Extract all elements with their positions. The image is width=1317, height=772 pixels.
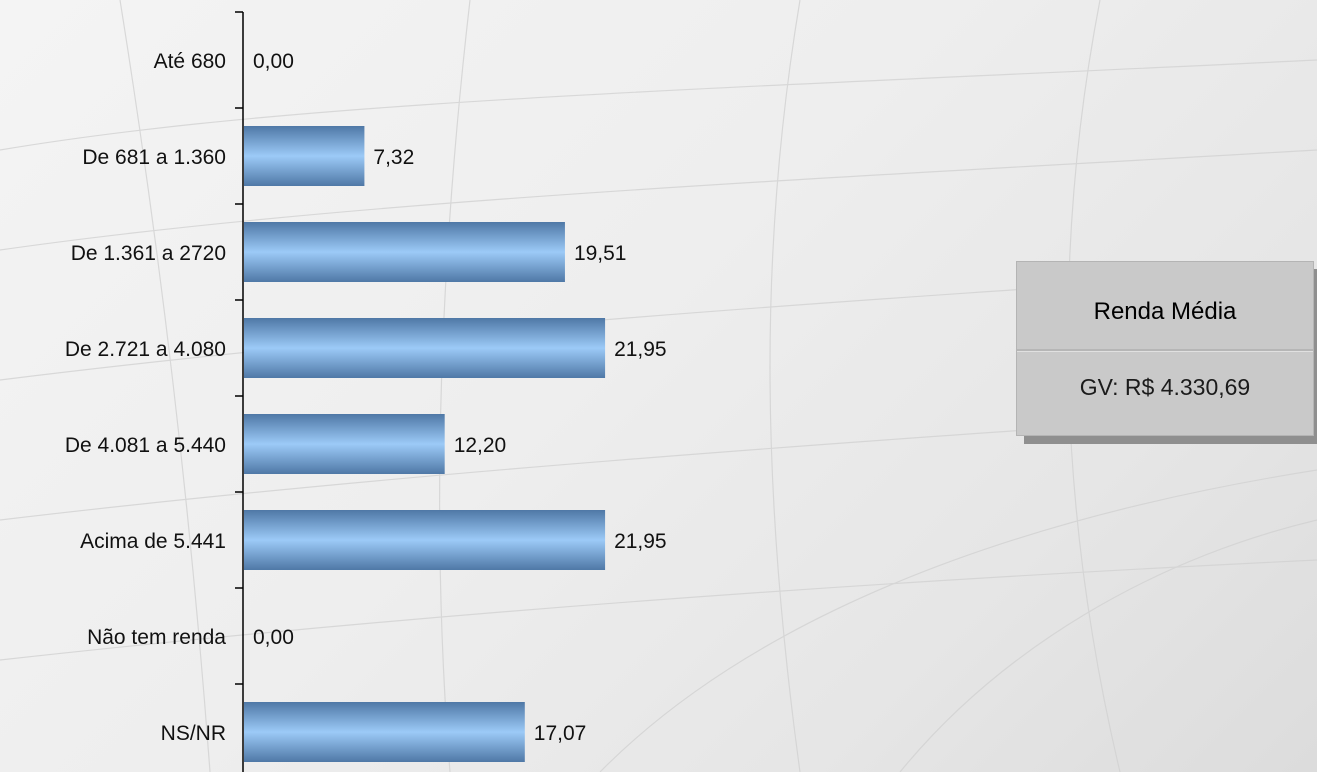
category-label: De 2.721 a 4.080 (65, 338, 226, 361)
category-label: Até 680 (154, 50, 226, 73)
category-label: De 4.081 a 5.440 (65, 434, 226, 457)
value-label: 7,32 (373, 146, 414, 169)
bar (244, 318, 606, 378)
value-label: 0,00 (253, 626, 294, 649)
bar (244, 222, 565, 282)
value-label: 12,20 (454, 434, 507, 457)
bar (244, 702, 525, 762)
value-label: 21,95 (614, 530, 667, 553)
value-label: 0,00 (253, 50, 294, 73)
category-label: De 1.361 a 2720 (71, 242, 226, 265)
info-box-divider (1017, 349, 1313, 352)
category-label: Acima de 5.441 (80, 530, 226, 553)
average-income-box: Renda Média GV: R$ 4.330,69 (1016, 261, 1314, 436)
category-label: De 681 a 1.360 (82, 146, 226, 169)
bar (244, 414, 445, 474)
info-box-title: Renda Média (1093, 298, 1237, 325)
info-box-value: GV: R$ 4.330,69 (1079, 374, 1251, 400)
category-label: Não tem renda (87, 626, 226, 649)
value-label: 19,51 (574, 242, 627, 265)
value-label: 21,95 (614, 338, 667, 361)
bar (244, 126, 365, 186)
category-label: NS/NR (161, 722, 226, 745)
value-label: 17,07 (534, 722, 587, 745)
bar (244, 510, 606, 570)
